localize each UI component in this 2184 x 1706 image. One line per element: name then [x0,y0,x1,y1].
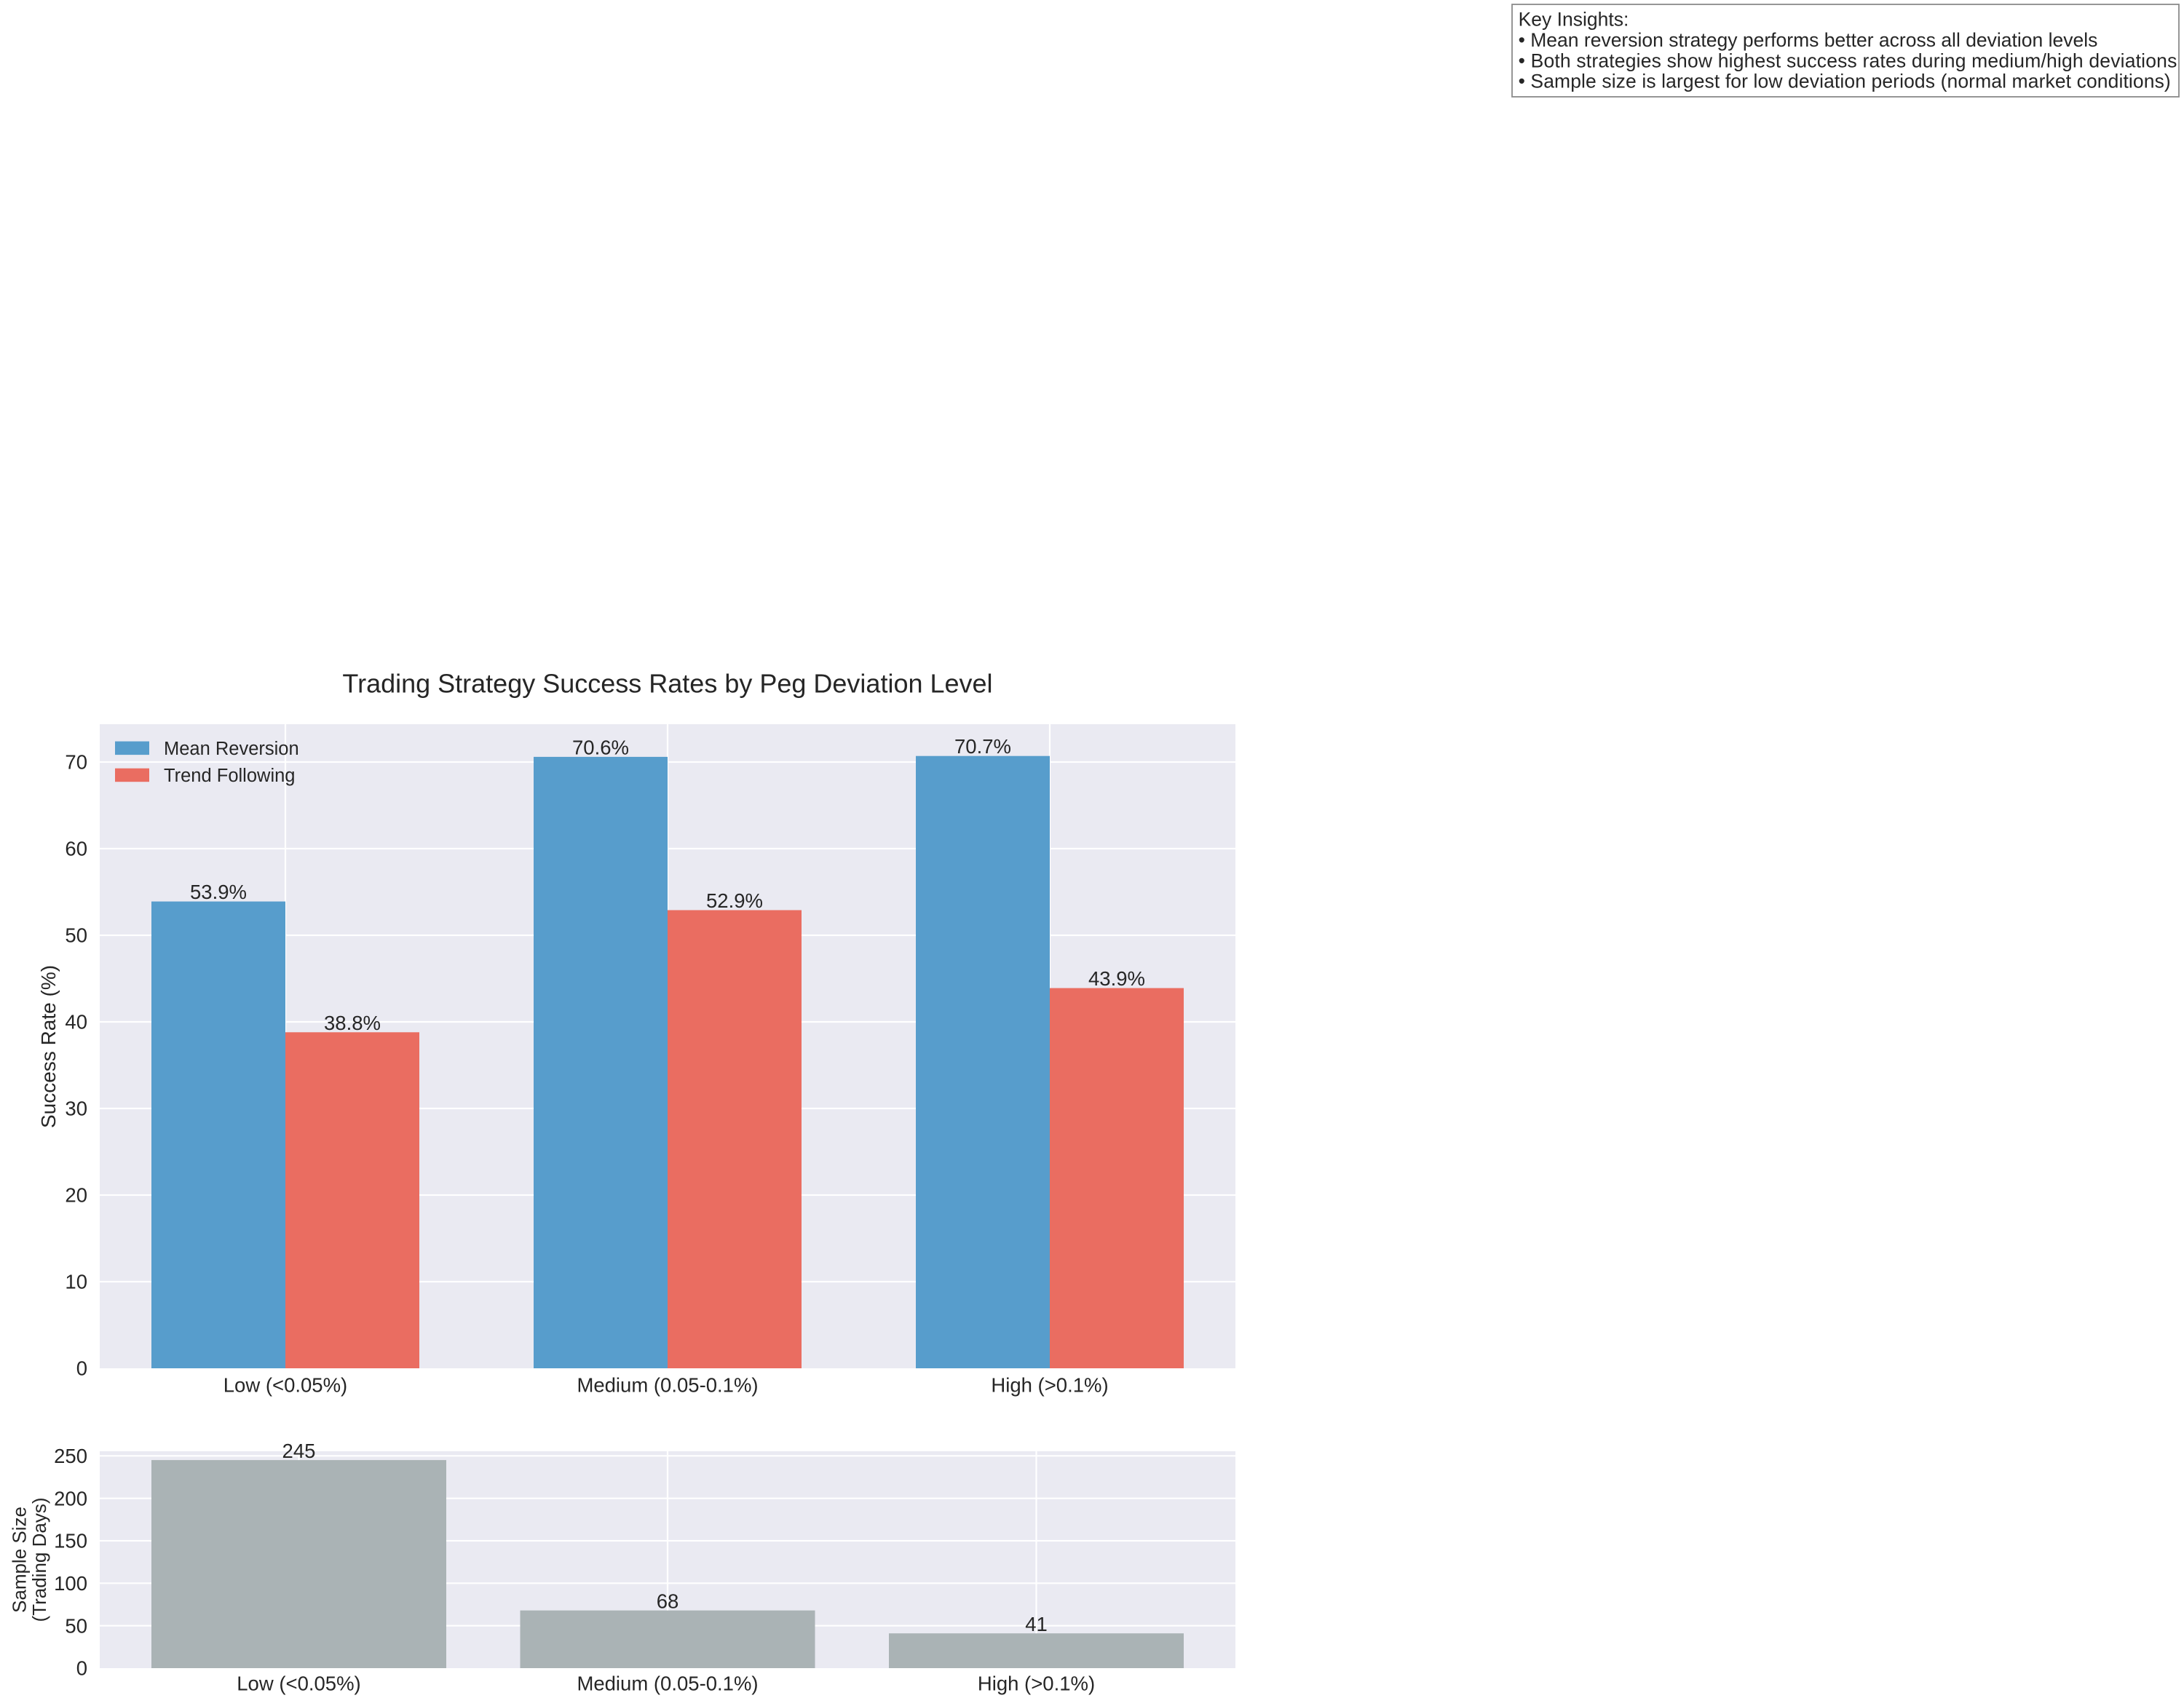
svg-text:Low (<0.05%): Low (<0.05%) [223,1374,347,1397]
svg-text:Trend Following: Trend Following [164,766,295,786]
svg-text:Mean Reversion: Mean Reversion [164,739,299,759]
svg-text:(Trading Days): (Trading Days) [28,1498,50,1622]
svg-text:Success Rate (%): Success Rate (%) [37,965,60,1128]
svg-text:245: 245 [282,1440,316,1462]
svg-text:43.9%: 43.9% [1088,967,1145,990]
svg-text:150: 150 [54,1530,87,1552]
svg-text:100: 100 [54,1572,87,1595]
svg-text:40: 40 [65,1011,87,1033]
svg-text:50: 50 [65,924,87,947]
svg-text:70: 70 [65,751,87,774]
svg-text:Medium (0.05-0.1%): Medium (0.05-0.1%) [577,1673,758,1695]
svg-text:53.9%: 53.9% [190,881,247,903]
svg-text:0: 0 [76,1657,87,1680]
svg-text:Sample Size: Sample Size [9,1507,31,1613]
svg-text:68: 68 [657,1590,679,1613]
svg-text:High (>0.1%): High (>0.1%) [991,1374,1108,1397]
svg-text:• Both strategies show highest: • Both strategies show highest success r… [1519,49,2177,71]
svg-text:0: 0 [76,1357,87,1380]
svg-text:70.7%: 70.7% [954,735,1011,758]
svg-text:30: 30 [65,1098,87,1120]
svg-text:10: 10 [65,1271,87,1293]
svg-text:38.8%: 38.8% [324,1012,381,1034]
svg-text:70.6%: 70.6% [572,736,629,758]
svg-text:Key Insights:: Key Insights: [1519,9,1629,31]
svg-text:60: 60 [65,838,87,860]
svg-text:52.9%: 52.9% [706,889,763,912]
svg-text:• Mean reversion strategy perf: • Mean reversion strategy performs bette… [1519,29,2098,51]
svg-text:41: 41 [1025,1613,1048,1635]
svg-text:High (>0.1%): High (>0.1%) [978,1673,1095,1695]
svg-text:Trading Strategy Success Rates: Trading Strategy Success Rates by Peg De… [342,669,992,699]
svg-text:Medium (0.05-0.1%): Medium (0.05-0.1%) [577,1374,758,1397]
svg-text:20: 20 [65,1184,87,1207]
svg-text:50: 50 [65,1614,87,1637]
svg-text:200: 200 [54,1487,87,1509]
svg-text:250: 250 [54,1445,87,1467]
svg-text:• Sample size is largest for l: • Sample size is largest for low deviati… [1519,71,2171,92]
svg-text:Low (<0.05%): Low (<0.05%) [237,1673,360,1695]
